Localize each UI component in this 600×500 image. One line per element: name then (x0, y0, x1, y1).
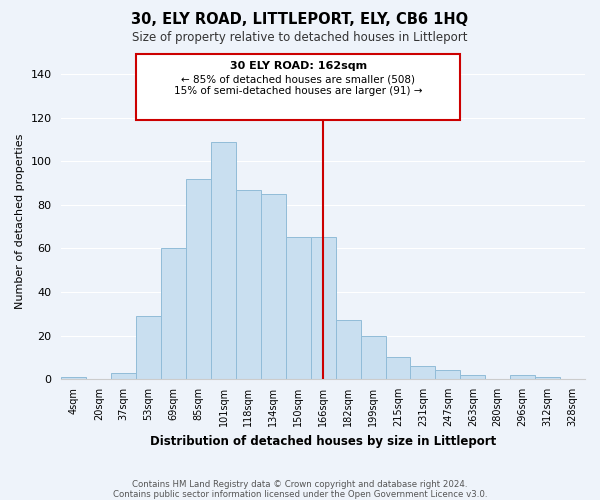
Bar (286, 238, 311, 379)
Text: Size of property relative to detached houses in Littleport: Size of property relative to detached ho… (132, 31, 468, 44)
Bar (436, 370, 460, 379)
X-axis label: Distribution of detached houses by size in Littleport: Distribution of detached houses by size … (150, 434, 496, 448)
Bar (386, 358, 410, 379)
Bar (161, 248, 186, 379)
Bar (261, 194, 286, 379)
Text: 30, ELY ROAD, LITTLEPORT, ELY, CB6 1HQ: 30, ELY ROAD, LITTLEPORT, ELY, CB6 1HQ (131, 12, 469, 28)
Bar (311, 238, 335, 379)
Bar (510, 375, 535, 379)
Bar (61, 377, 86, 379)
Bar (361, 336, 386, 379)
Bar (460, 375, 485, 379)
Bar (535, 377, 560, 379)
Bar (211, 142, 236, 379)
Text: Contains HM Land Registry data © Crown copyright and database right 2024.: Contains HM Land Registry data © Crown c… (132, 480, 468, 489)
Bar (236, 190, 261, 379)
Text: ← 85% of detached houses are smaller (508): ← 85% of detached houses are smaller (50… (181, 74, 415, 84)
Text: 30 ELY ROAD: 162sqm: 30 ELY ROAD: 162sqm (230, 61, 367, 71)
Bar (136, 316, 161, 379)
Bar (186, 178, 211, 379)
Text: 15% of semi-detached houses are larger (91) →: 15% of semi-detached houses are larger (… (174, 86, 422, 96)
FancyBboxPatch shape (136, 54, 460, 120)
Bar (111, 372, 136, 379)
Text: Contains public sector information licensed under the Open Government Licence v3: Contains public sector information licen… (113, 490, 487, 499)
Y-axis label: Number of detached properties: Number of detached properties (15, 134, 25, 309)
Bar (335, 320, 361, 379)
Bar (410, 366, 436, 379)
